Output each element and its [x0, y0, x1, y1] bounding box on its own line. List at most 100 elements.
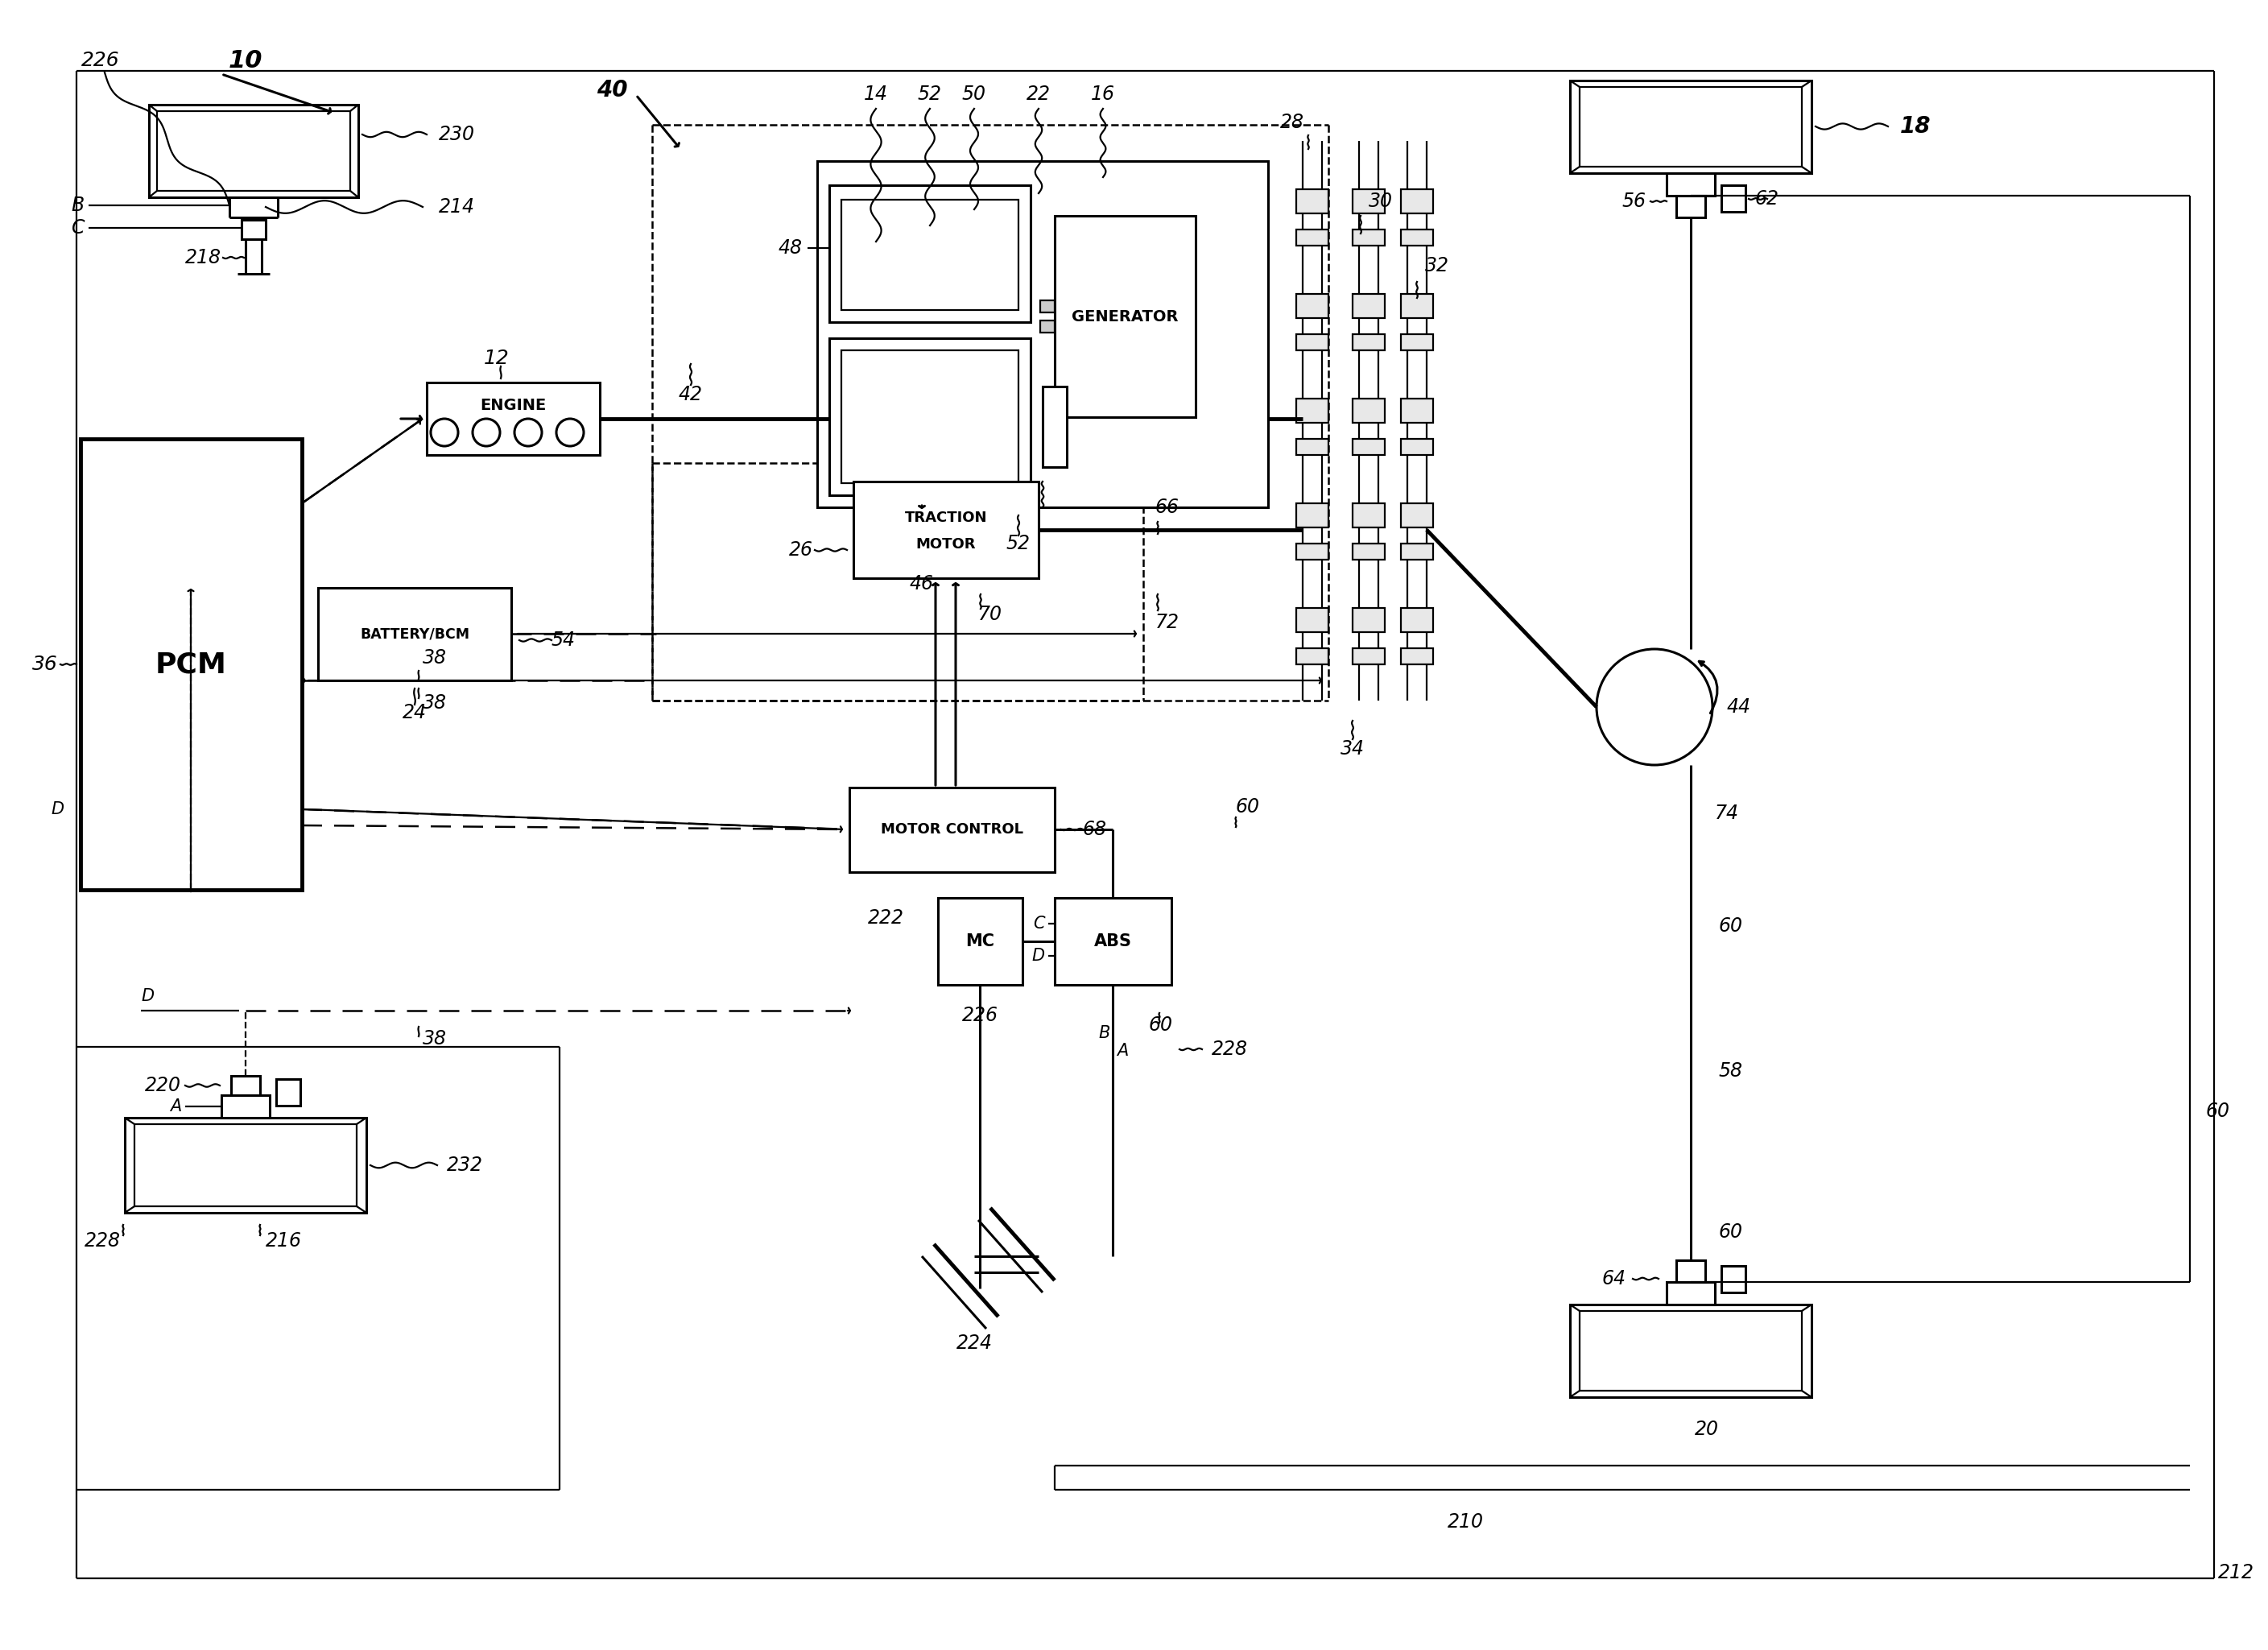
- Text: 42: 42: [678, 384, 703, 404]
- Text: 226: 226: [962, 1006, 998, 1025]
- Bar: [1055, 216, 1195, 417]
- Text: 38: 38: [422, 648, 447, 668]
- Bar: [1569, 81, 1812, 173]
- Bar: [1402, 399, 1433, 422]
- Text: 54: 54: [551, 630, 576, 650]
- Text: 74: 74: [1715, 804, 1740, 823]
- Text: TRACTION: TRACTION: [905, 510, 987, 525]
- Bar: [882, 511, 966, 568]
- Bar: [1297, 607, 1329, 632]
- Text: 26: 26: [789, 540, 814, 559]
- Bar: [939, 898, 1023, 985]
- Text: MC: MC: [966, 934, 993, 949]
- Bar: [1676, 1261, 1706, 1282]
- Text: 30: 30: [1368, 191, 1393, 211]
- Bar: [1297, 543, 1329, 559]
- Text: 214: 214: [438, 198, 474, 216]
- Text: 38: 38: [422, 693, 447, 713]
- Bar: [277, 1079, 299, 1106]
- Bar: [240, 219, 265, 239]
- Bar: [1352, 335, 1386, 350]
- Bar: [79, 439, 302, 889]
- Text: BATTERY/BCM: BATTERY/BCM: [361, 627, 469, 640]
- Bar: [1352, 543, 1386, 559]
- Text: 72: 72: [1154, 612, 1179, 632]
- Text: 218: 218: [186, 247, 222, 267]
- Text: 14: 14: [864, 84, 889, 104]
- Bar: [841, 350, 1018, 483]
- Bar: [1041, 300, 1055, 312]
- Bar: [1402, 503, 1433, 528]
- Bar: [1579, 87, 1801, 167]
- Bar: [1297, 648, 1329, 665]
- Text: 16: 16: [1091, 84, 1116, 104]
- Bar: [1297, 439, 1329, 455]
- Bar: [1721, 185, 1746, 211]
- Bar: [1297, 399, 1329, 422]
- Bar: [1402, 335, 1433, 350]
- Text: A: A: [1116, 1043, 1127, 1059]
- Bar: [1579, 1312, 1801, 1391]
- Text: B: B: [73, 196, 84, 214]
- Text: GENERATOR: GENERATOR: [1070, 309, 1177, 323]
- Text: 38: 38: [422, 1030, 447, 1048]
- Text: 46: 46: [909, 574, 934, 594]
- Text: C: C: [1034, 916, 1046, 932]
- Text: 64: 64: [1601, 1269, 1626, 1289]
- Text: MOTOR CONTROL: MOTOR CONTROL: [880, 822, 1023, 837]
- Bar: [125, 1117, 367, 1213]
- Text: 34: 34: [1340, 739, 1365, 759]
- Text: 226: 226: [82, 51, 120, 69]
- Text: 60: 60: [2207, 1102, 2229, 1120]
- Text: 66: 66: [1154, 498, 1179, 516]
- Text: B: B: [1098, 1025, 1111, 1041]
- Bar: [1297, 190, 1329, 213]
- Text: D: D: [1032, 947, 1046, 964]
- Text: 216: 216: [265, 1231, 302, 1251]
- Text: D: D: [52, 802, 64, 817]
- Text: 230: 230: [438, 125, 474, 144]
- Bar: [1667, 1282, 1715, 1305]
- Text: 10: 10: [229, 50, 263, 73]
- Text: 56: 56: [1622, 191, 1647, 211]
- Bar: [830, 338, 1030, 495]
- Text: D: D: [141, 988, 154, 1005]
- Text: 50: 50: [962, 84, 987, 104]
- Text: 20: 20: [1694, 1419, 1719, 1439]
- Text: ABS: ABS: [1093, 934, 1132, 949]
- Text: 232: 232: [447, 1155, 483, 1175]
- Bar: [1402, 294, 1433, 318]
- Text: 22: 22: [1027, 84, 1050, 104]
- Bar: [1402, 543, 1433, 559]
- Bar: [1297, 335, 1329, 350]
- Text: PCM: PCM: [154, 650, 227, 678]
- Bar: [426, 383, 599, 455]
- Bar: [1352, 399, 1386, 422]
- Text: 220: 220: [145, 1076, 181, 1096]
- Text: 60: 60: [1719, 1223, 1744, 1242]
- Text: C: C: [70, 218, 84, 238]
- Bar: [1721, 1266, 1746, 1292]
- Bar: [1352, 607, 1386, 632]
- Text: 228: 228: [1211, 1040, 1247, 1059]
- Bar: [222, 1096, 270, 1117]
- Text: 210: 210: [1447, 1513, 1483, 1531]
- Text: 36: 36: [32, 655, 59, 673]
- Text: 18: 18: [1901, 116, 1930, 137]
- Text: 28: 28: [1279, 112, 1304, 132]
- Text: 32: 32: [1424, 256, 1449, 276]
- Text: ENGINE: ENGINE: [481, 398, 547, 412]
- Bar: [1352, 503, 1386, 528]
- Text: 222: 222: [866, 909, 903, 927]
- Text: 60: 60: [1150, 1015, 1173, 1035]
- Text: MOTOR: MOTOR: [916, 538, 975, 551]
- Text: A: A: [170, 1099, 181, 1114]
- Text: 60: 60: [1719, 916, 1744, 936]
- Bar: [841, 200, 1018, 310]
- Bar: [1043, 386, 1066, 467]
- Bar: [1352, 648, 1386, 665]
- Text: 52: 52: [1007, 535, 1030, 553]
- Text: 58: 58: [1719, 1061, 1744, 1081]
- Bar: [318, 587, 510, 680]
- Text: 48: 48: [778, 238, 803, 257]
